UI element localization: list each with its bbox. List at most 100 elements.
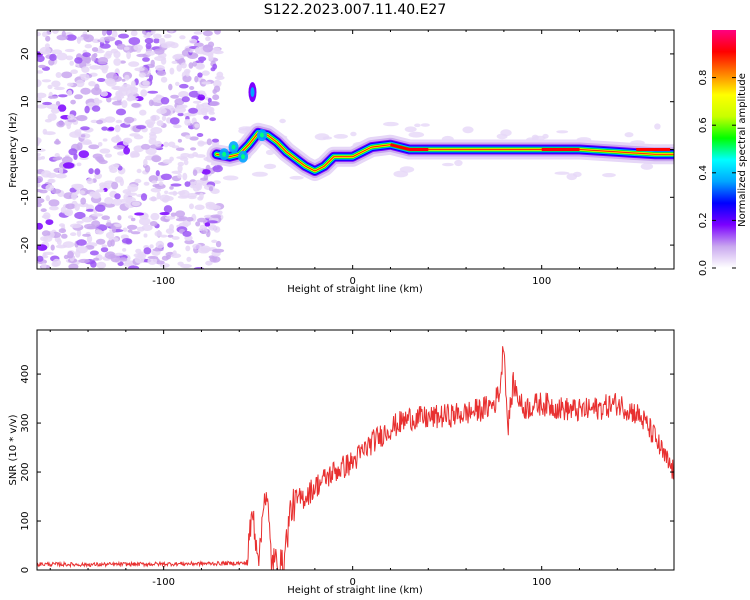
noise-blob <box>144 37 154 44</box>
noise-blob <box>531 134 539 141</box>
noise-blob <box>322 136 333 140</box>
noise-blob <box>163 34 172 39</box>
noise-blob <box>67 251 74 259</box>
noise-blob <box>91 47 99 52</box>
noise-blob <box>542 133 549 139</box>
noise-blob <box>197 94 205 101</box>
noise-blob <box>170 212 177 217</box>
noise-blob <box>81 66 90 73</box>
noise-blob <box>192 100 202 104</box>
noise-blob <box>74 94 83 100</box>
noise-blob <box>624 132 634 138</box>
noise-blob <box>161 43 172 49</box>
noise-blob <box>159 263 170 268</box>
noise-blob <box>78 258 90 264</box>
noise-blob <box>39 51 51 55</box>
noise-blob <box>55 244 67 249</box>
noise-blob <box>170 183 182 187</box>
noise-blob <box>104 116 116 123</box>
noise-blob <box>100 247 109 253</box>
noise-blob <box>182 172 188 181</box>
noise-blob <box>101 65 108 74</box>
noise-blob <box>95 229 103 234</box>
noise-blob <box>105 222 113 227</box>
noise-blob <box>111 97 122 101</box>
noise-blob <box>149 244 154 249</box>
noise-blob <box>140 89 148 97</box>
noise-blob <box>82 52 91 58</box>
spectrogram-x-tick-label: 100 <box>532 276 551 287</box>
noise-blob <box>126 96 134 102</box>
noise-blob <box>149 133 157 141</box>
noise-blob <box>68 148 78 156</box>
noise-blob <box>91 105 101 112</box>
noise-blob <box>197 90 206 95</box>
noise-blob <box>91 213 104 217</box>
noise-blob <box>105 50 113 57</box>
noise-blob <box>171 170 182 174</box>
noise-blob <box>96 158 106 163</box>
colorbar-tick-label: 0.6 <box>698 117 709 133</box>
noise-blob <box>50 107 60 114</box>
noise-blob <box>175 147 185 151</box>
noise-blob <box>108 126 115 131</box>
noise-blob <box>80 73 90 81</box>
noise-blob <box>194 179 204 185</box>
noise-blob <box>170 42 179 49</box>
noise-blob <box>212 89 217 94</box>
noise-blob <box>62 162 75 169</box>
noise-blob <box>206 220 218 224</box>
noise-blob <box>185 47 191 52</box>
noise-blob <box>80 126 90 131</box>
noise-blob <box>169 224 174 231</box>
noise-blob <box>172 54 182 60</box>
noise-blob <box>58 94 68 98</box>
noise-blob <box>208 224 217 231</box>
noise-blob <box>182 230 192 237</box>
noise-blob <box>207 41 215 48</box>
noise-blob <box>156 108 167 115</box>
spectrogram-ylabel: Frequency (Hz) <box>8 112 19 188</box>
noise-blob <box>106 30 112 36</box>
noise-blob <box>177 138 182 143</box>
noise-blob <box>71 192 78 201</box>
noise-blob <box>251 171 268 177</box>
noise-blob <box>93 52 98 58</box>
noise-blob <box>42 251 54 255</box>
noise-blob <box>164 190 169 195</box>
noise-blob <box>263 163 277 170</box>
noise-blob <box>113 58 122 66</box>
noise-blob <box>123 194 129 201</box>
snr-frame <box>36 329 675 571</box>
noise-blob <box>43 212 51 220</box>
colorbar-scale <box>712 30 736 268</box>
noise-blob <box>640 163 654 170</box>
noise-blob <box>145 50 156 56</box>
noise-blob <box>212 165 223 173</box>
noise-blob <box>167 242 174 248</box>
noise-blob <box>37 197 45 204</box>
noise-blob <box>76 162 82 167</box>
noise-blob <box>289 175 304 180</box>
snr-x-tick-label: 100 <box>532 577 551 588</box>
noise-blob <box>145 42 152 50</box>
noise-blob <box>149 196 158 202</box>
noise-blob <box>42 101 52 106</box>
noise-blob <box>140 143 151 150</box>
noise-blob <box>88 168 94 175</box>
noise-blob <box>207 51 214 59</box>
noise-blob <box>123 46 130 51</box>
noise-blob <box>64 48 75 53</box>
noise-blob <box>56 34 68 41</box>
colorbar-tick-label: 0.0 <box>698 260 709 276</box>
noise-blob <box>206 138 212 146</box>
noise-blob <box>177 161 184 167</box>
noise-blob <box>121 78 126 82</box>
noise-blob <box>96 261 107 269</box>
noise-blob <box>76 229 82 237</box>
noise-blob <box>102 138 108 142</box>
noise-blob <box>122 248 127 252</box>
noise-blob <box>55 138 60 145</box>
noise-blob <box>70 99 76 105</box>
noise-blob <box>192 243 202 249</box>
